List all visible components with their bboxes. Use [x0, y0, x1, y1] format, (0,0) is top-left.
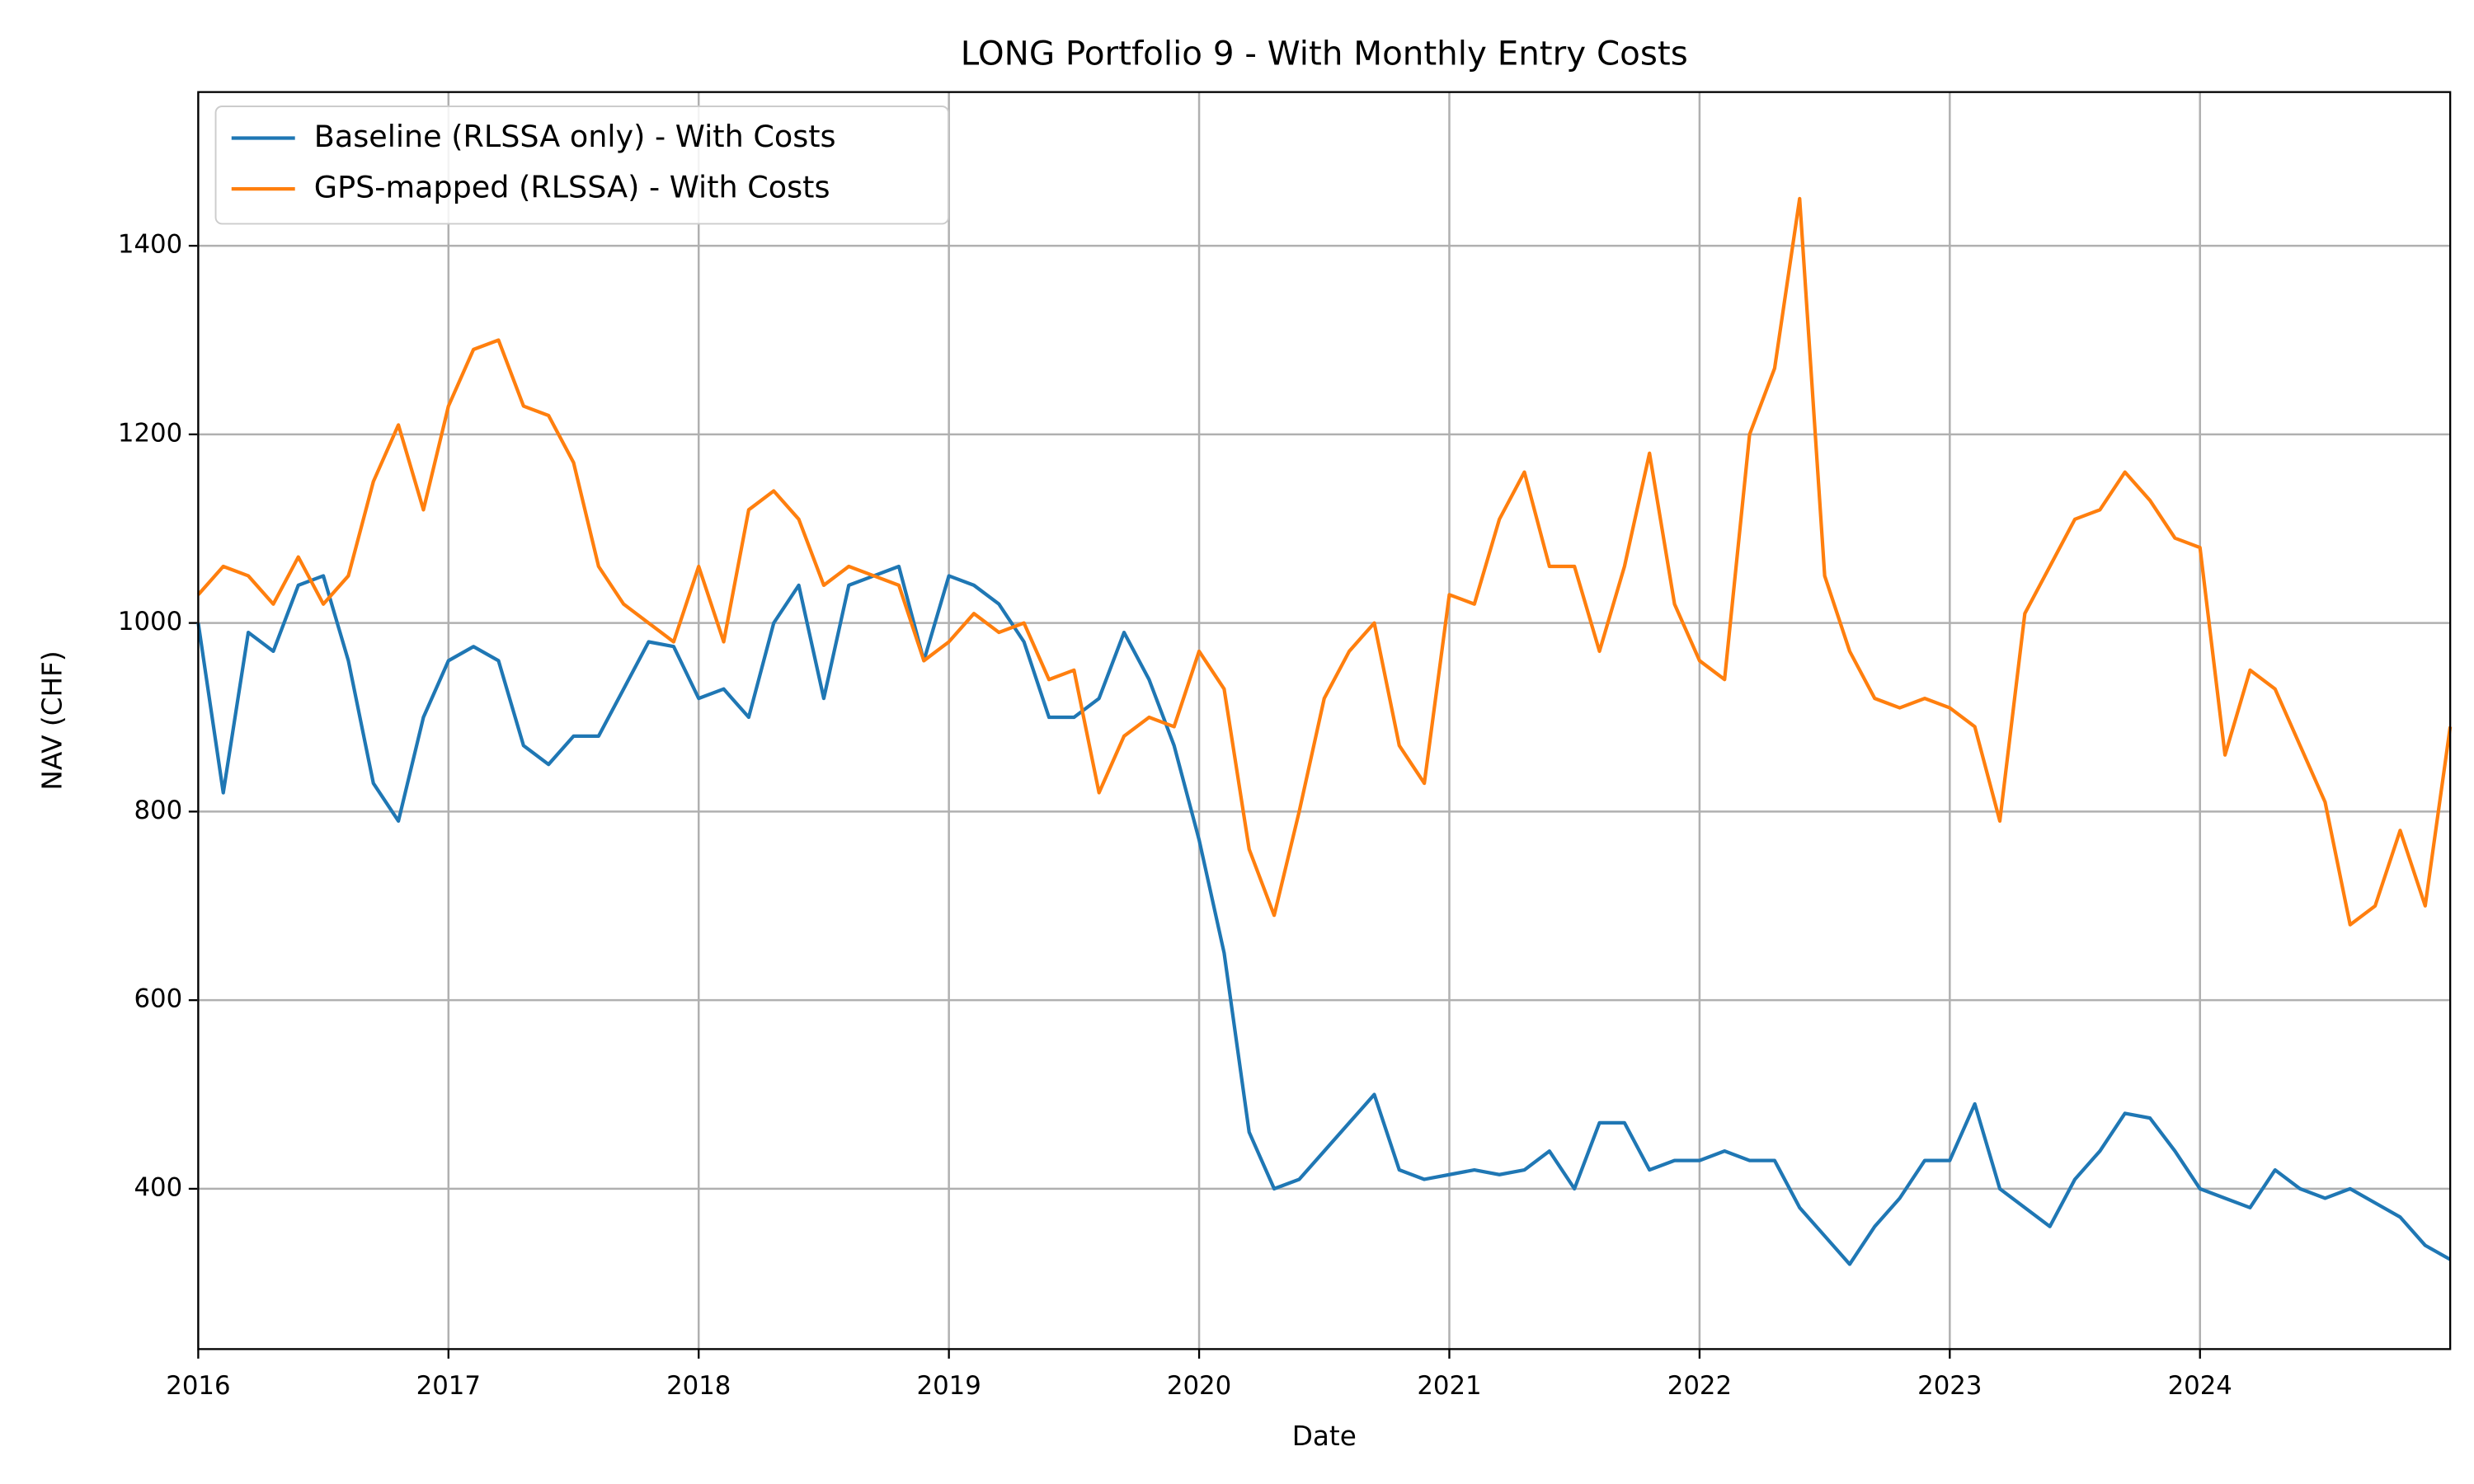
- y-tick-label: 600: [134, 984, 182, 1014]
- x-tick-label: 2020: [1167, 1371, 1231, 1401]
- legend-box: [214, 106, 949, 225]
- y-tick-label: 1000: [118, 607, 182, 636]
- plot-frame: [197, 91, 2452, 1350]
- x-axis-label: Date: [1292, 1421, 1357, 1452]
- x-tick-label: 2023: [1917, 1371, 1982, 1401]
- x-tick-label: 2017: [416, 1371, 481, 1401]
- x-tick-label: 2022: [1667, 1371, 1732, 1401]
- legend: Baseline (RLSSA only) - With Costs GPS-ma…: [214, 106, 949, 225]
- y-tick-label: 800: [134, 796, 182, 825]
- series-line: [196, 564, 2452, 1266]
- x-tick-label: 2016: [166, 1371, 230, 1401]
- x-tick-label: 2018: [666, 1371, 731, 1401]
- y-tick-label: 1400: [118, 230, 182, 260]
- x-tick-label: 2024: [2168, 1371, 2232, 1401]
- chart-title: LONG Portfolio 9 - With Monthly Entry Co…: [961, 33, 1688, 73]
- y-axis-label: NAV (CHF): [36, 650, 68, 790]
- series-line: [196, 196, 2453, 927]
- y-tick-label: 1200: [118, 418, 182, 448]
- x-tick-label: 2019: [917, 1371, 981, 1401]
- legend-label: GPS-mapped (RLSSA) - With Costs: [314, 170, 830, 205]
- x-tick-label: 2021: [1417, 1371, 1481, 1401]
- legend-label: Baseline (RLSSA only) - With Costs: [314, 119, 836, 154]
- y-tick-label: 400: [134, 1172, 182, 1202]
